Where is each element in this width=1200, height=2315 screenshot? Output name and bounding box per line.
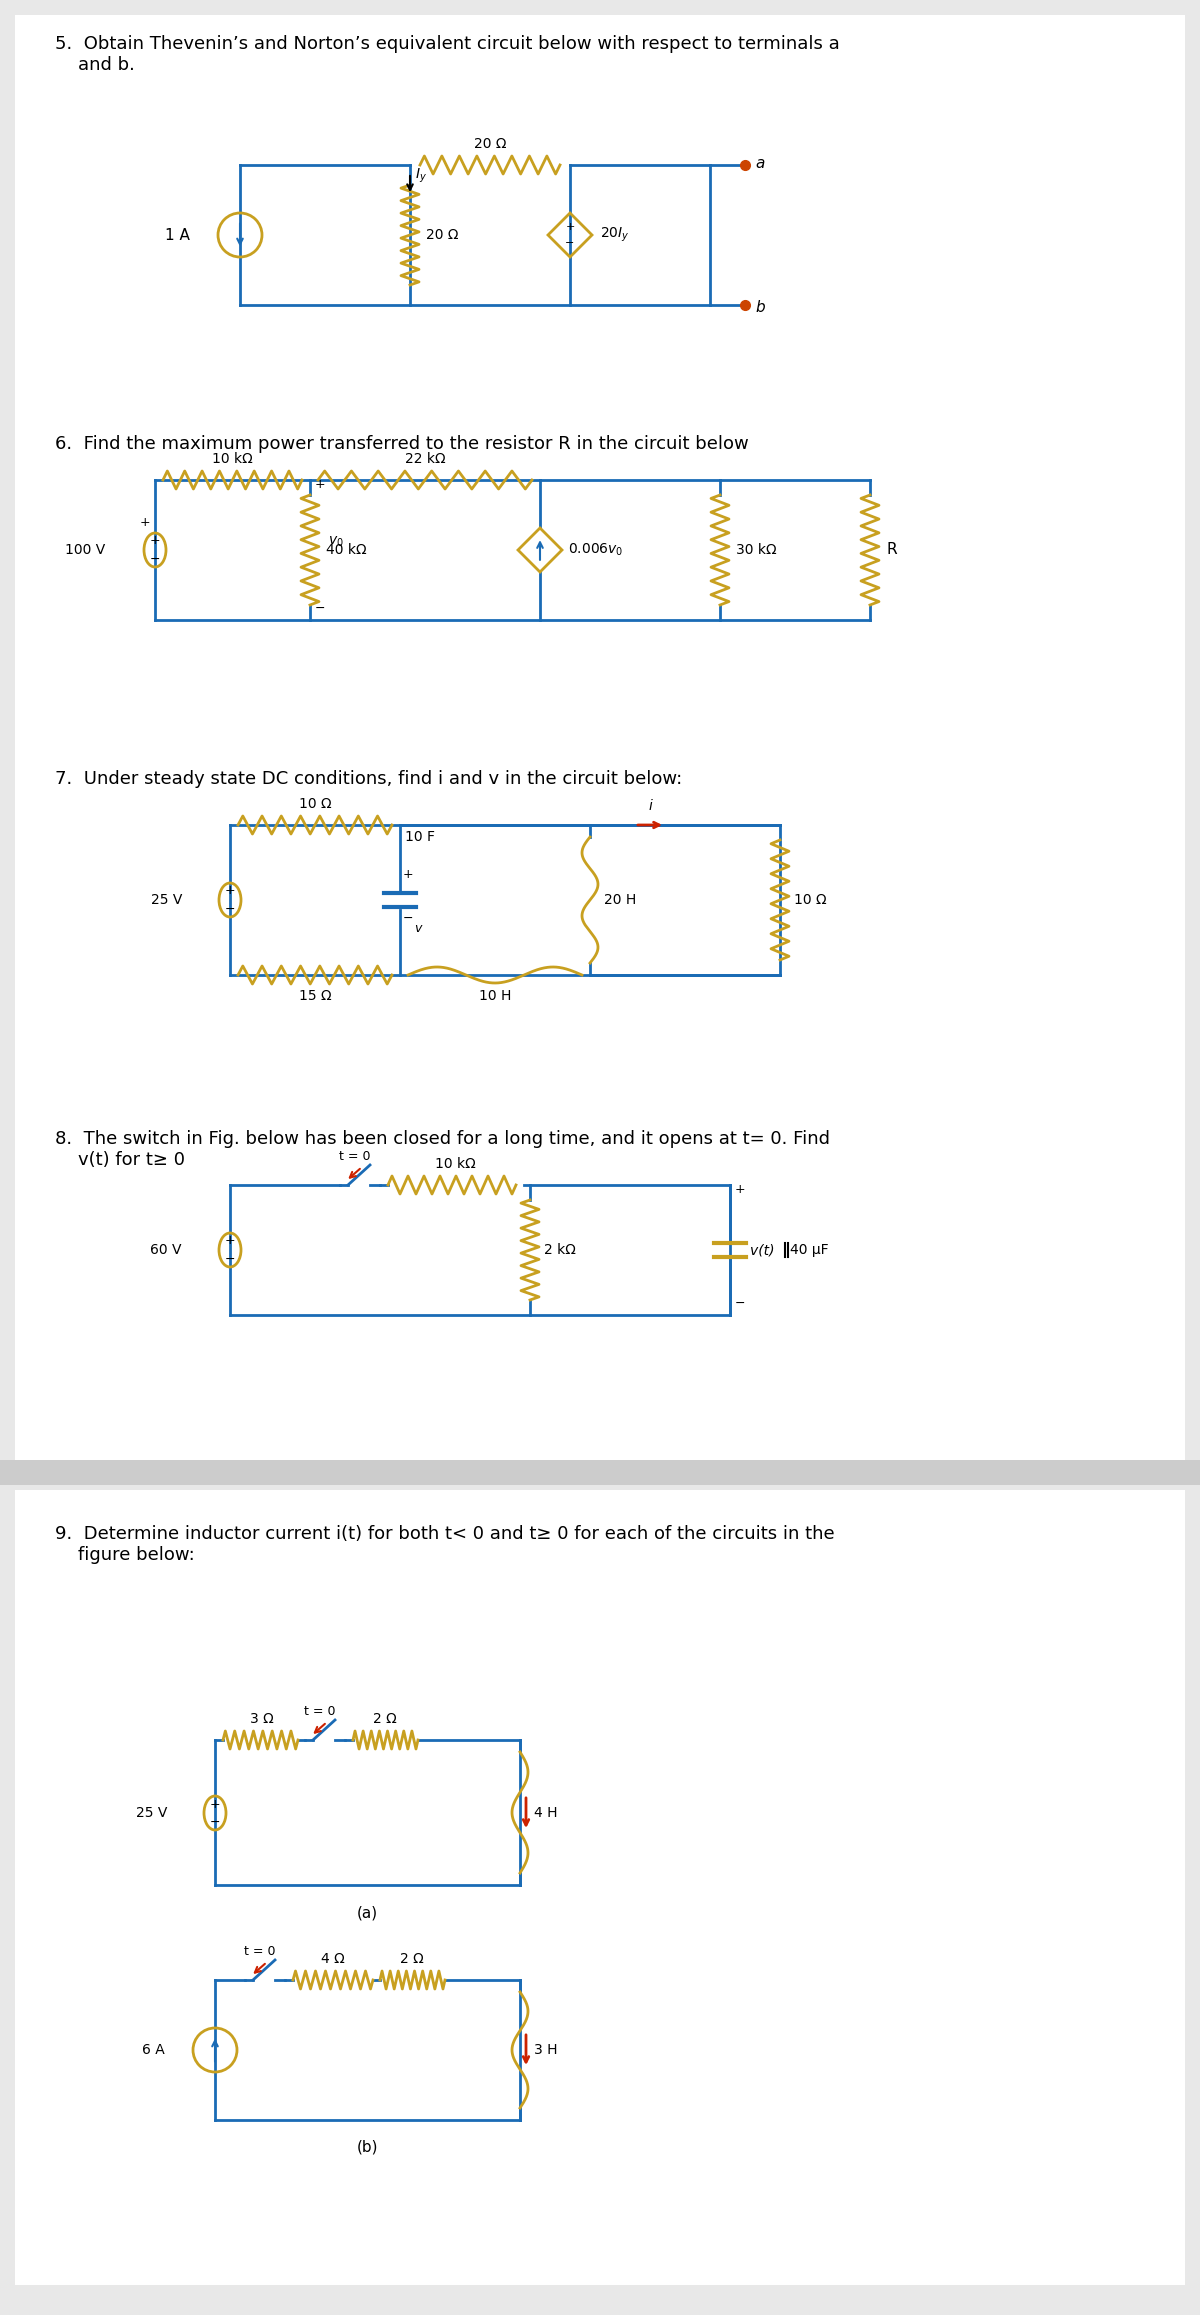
Text: 10 H: 10 H (479, 989, 511, 1002)
Text: b: b (755, 299, 764, 315)
Text: 6.  Find the maximum power transferred to the resistor R in the circuit below: 6. Find the maximum power transferred to… (55, 435, 749, 454)
Text: 3 Ω: 3 Ω (250, 1713, 274, 1727)
Text: −: − (403, 912, 414, 926)
Text: −: − (734, 1296, 745, 1310)
Text: v: v (414, 921, 421, 935)
Text: 2 Ω: 2 Ω (400, 1952, 424, 1965)
Text: 25 V: 25 V (151, 894, 182, 907)
Text: 7.  Under steady state DC conditions, find i and v in the circuit below:: 7. Under steady state DC conditions, fin… (55, 771, 683, 787)
Text: +: + (150, 535, 161, 549)
Bar (14, 14, 1186, 1470)
Text: −: − (210, 1815, 221, 1829)
Text: 40 μF: 40 μF (790, 1243, 829, 1257)
Text: 8.  The switch in Fig. below has been closed for a long time, and it opens at t=: 8. The switch in Fig. below has been clo… (55, 1130, 830, 1169)
Text: −: − (150, 553, 161, 565)
Text: 20 H: 20 H (604, 894, 636, 907)
Text: +: + (314, 477, 325, 491)
Text: 10 kΩ: 10 kΩ (434, 1158, 475, 1171)
Text: a: a (755, 155, 764, 171)
Text: −: − (314, 602, 325, 616)
Text: t = 0: t = 0 (305, 1706, 336, 1718)
Text: 3 H: 3 H (534, 2044, 558, 2058)
Bar (0, 1461, 1200, 1484)
Text: +: + (224, 1234, 235, 1248)
Text: 30 kΩ: 30 kΩ (736, 544, 776, 558)
Text: 100 V: 100 V (65, 544, 106, 558)
Bar (14, 1491, 1186, 2285)
Text: i: i (648, 799, 652, 813)
Text: 10 kΩ: 10 kΩ (211, 451, 252, 465)
Text: 1 A: 1 A (166, 227, 190, 243)
Text: +: + (403, 868, 414, 882)
Text: −: − (224, 1252, 235, 1266)
Text: 25 V: 25 V (136, 1806, 167, 1820)
Text: $v_0$: $v_0$ (328, 535, 343, 549)
Text: +: + (734, 1183, 745, 1197)
Text: (b): (b) (356, 2139, 378, 2155)
Text: 10 Ω: 10 Ω (794, 894, 827, 907)
Text: 20 Ω: 20 Ω (474, 137, 506, 150)
Text: 22 kΩ: 22 kΩ (404, 451, 445, 465)
Text: 4 H: 4 H (534, 1806, 558, 1820)
Text: (a): (a) (356, 1905, 378, 1919)
Text: −: − (565, 238, 575, 248)
Text: 20 Ω: 20 Ω (426, 227, 458, 243)
Text: 4 Ω: 4 Ω (322, 1952, 344, 1965)
Text: 2 Ω: 2 Ω (373, 1713, 397, 1727)
Text: 20$I_y$: 20$I_y$ (600, 227, 630, 243)
Text: 15 Ω: 15 Ω (299, 989, 331, 1002)
Text: t = 0: t = 0 (245, 1945, 276, 1958)
Text: 5.  Obtain Thevenin’s and Norton’s equivalent circuit below with respect to term: 5. Obtain Thevenin’s and Norton’s equiva… (55, 35, 840, 74)
Text: 0.006$v_0$: 0.006$v_0$ (568, 542, 624, 558)
Text: R: R (886, 542, 896, 558)
Text: $I_y$: $I_y$ (415, 167, 427, 185)
Text: +: + (565, 222, 575, 232)
Text: v(t): v(t) (750, 1243, 774, 1257)
Text: 60 V: 60 V (150, 1243, 182, 1257)
Text: −: − (224, 903, 235, 914)
Text: 40 kΩ: 40 kΩ (326, 544, 367, 558)
Text: t = 0: t = 0 (340, 1151, 371, 1162)
Text: +: + (139, 516, 150, 528)
Text: +: + (224, 884, 235, 898)
Text: +: + (210, 1796, 221, 1810)
Text: 10 F: 10 F (406, 831, 436, 845)
Text: 10 Ω: 10 Ω (299, 796, 331, 810)
Text: 6 A: 6 A (143, 2044, 166, 2058)
Text: 2 kΩ: 2 kΩ (544, 1243, 576, 1257)
Text: 9.  Determine inductor current i(t) for both t< 0 and t≥ 0 for each of the circu: 9. Determine inductor current i(t) for b… (55, 1526, 835, 1565)
